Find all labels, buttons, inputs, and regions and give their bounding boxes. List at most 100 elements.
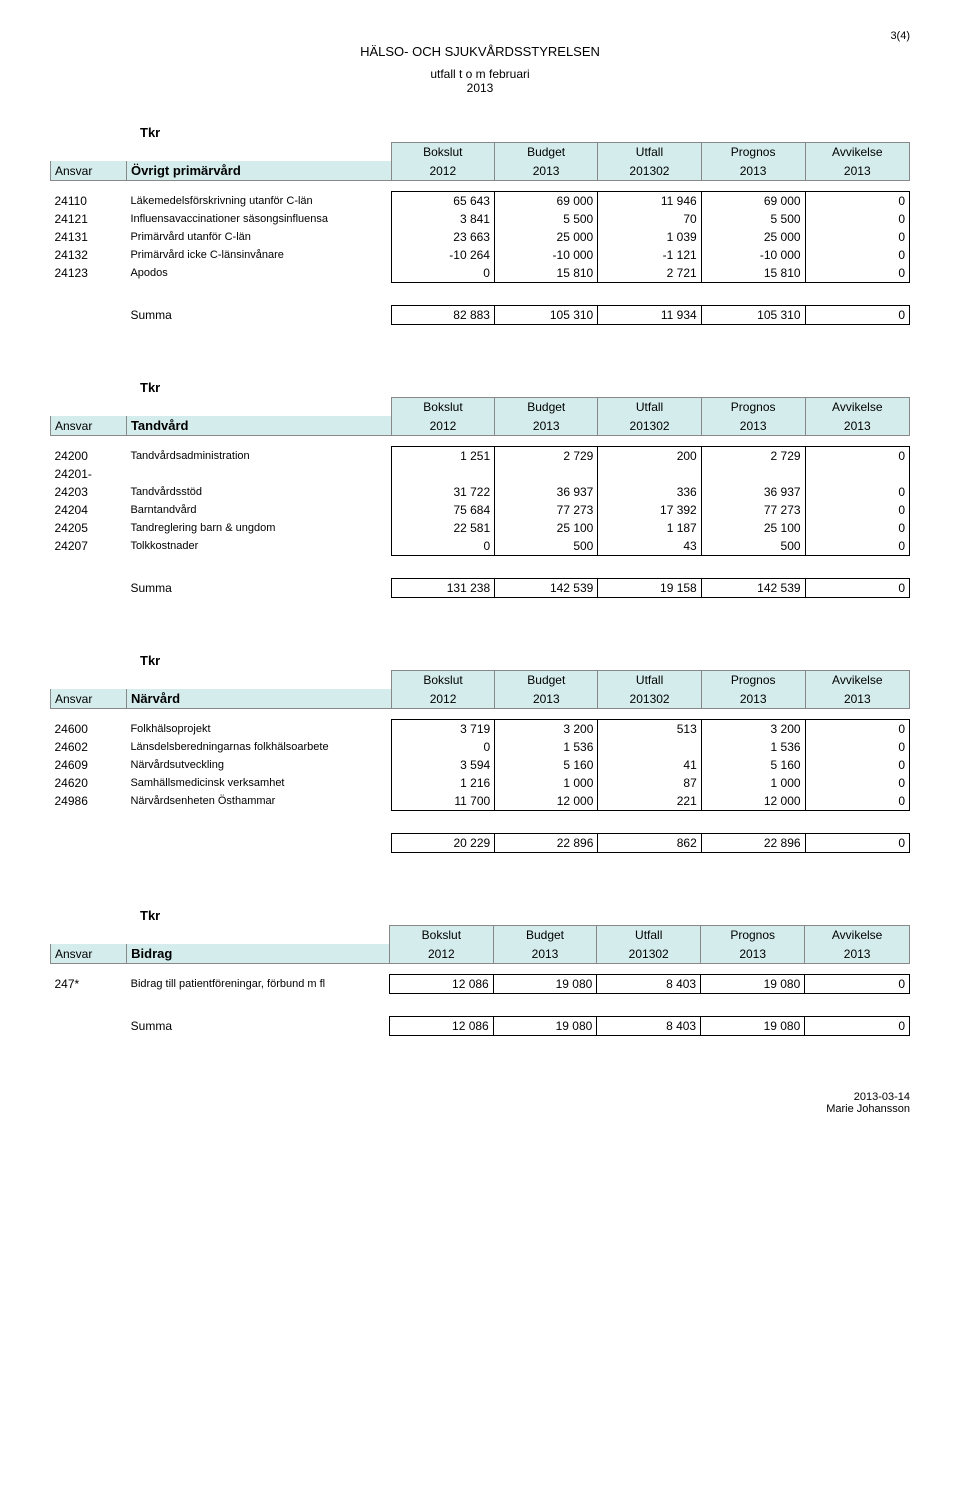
summa-value: 22 896 bbox=[495, 834, 598, 853]
row-value: 1 216 bbox=[391, 774, 494, 792]
row-value: 70 bbox=[598, 210, 701, 228]
row-value: 41 bbox=[598, 756, 701, 774]
org-title: HÄLSO- OCH SJUKVÅRDSSTYRELSEN bbox=[50, 44, 910, 59]
section-title: Tandvård bbox=[126, 416, 391, 436]
unit-label: Tkr bbox=[50, 380, 910, 395]
row-value: 0 bbox=[805, 537, 909, 556]
row-code: 24203 bbox=[51, 483, 127, 501]
row-code: 24602 bbox=[51, 738, 127, 756]
row-code: 24132 bbox=[51, 246, 127, 264]
col-utfall: Utfall bbox=[598, 398, 701, 417]
col-bokslut: Bokslut bbox=[390, 926, 494, 945]
row-value: 1 536 bbox=[701, 738, 805, 756]
col-year-2013: 2013 bbox=[495, 689, 598, 709]
report-table: BokslutBudgetUtfallPrognosAvvikelseAnsva… bbox=[50, 925, 910, 1036]
row-value: 0 bbox=[805, 975, 910, 994]
col-period-201302: 201302 bbox=[598, 161, 701, 181]
summa-label: Summa bbox=[126, 306, 391, 325]
col-avvikelse: Avvikelse bbox=[805, 926, 910, 945]
table-row: 24602Länsdelsberedningarnas folkhälsoarb… bbox=[51, 738, 910, 756]
col-year-2013c: 2013 bbox=[805, 161, 909, 181]
table-row: 24203Tandvårdsstöd31 72236 93733636 9370 bbox=[51, 483, 910, 501]
row-value: -10 000 bbox=[701, 246, 805, 264]
row-value: 12 000 bbox=[701, 792, 805, 811]
summa-value: 105 310 bbox=[494, 306, 597, 325]
col-year-2013b: 2013 bbox=[701, 944, 805, 964]
row-value: 36 937 bbox=[495, 483, 598, 501]
summa-label: Summa bbox=[127, 1017, 390, 1036]
row-code: 24131 bbox=[51, 228, 127, 246]
table-row: 24132Primärvård icke C-länsinvånare-10 2… bbox=[51, 246, 910, 264]
row-value: 0 bbox=[805, 228, 909, 246]
row-code: 247* bbox=[51, 975, 127, 994]
col-period-201302: 201302 bbox=[598, 689, 701, 709]
header-subtitle: utfall t o m februari 2013 bbox=[50, 67, 910, 95]
row-code: 24609 bbox=[51, 756, 127, 774]
summa-label bbox=[126, 834, 391, 853]
row-value: 25 100 bbox=[701, 519, 805, 537]
row-value: 336 bbox=[598, 483, 701, 501]
row-value: 0 bbox=[805, 264, 909, 283]
row-value: 75 684 bbox=[391, 501, 494, 519]
col-budget: Budget bbox=[495, 398, 598, 417]
col-prognos: Prognos bbox=[701, 143, 805, 162]
summa-value: 0 bbox=[805, 306, 909, 325]
row-value: 5 500 bbox=[494, 210, 597, 228]
row-value: 43 bbox=[598, 537, 701, 556]
col-period-201302: 201302 bbox=[597, 944, 701, 964]
row-desc: Primärvård utanför C-län bbox=[126, 228, 391, 246]
summa-value: 105 310 bbox=[701, 306, 805, 325]
row-value bbox=[598, 738, 701, 756]
row-code: 24205 bbox=[51, 519, 127, 537]
summa-value: 0 bbox=[805, 834, 909, 853]
col-year-2012: 2012 bbox=[391, 161, 494, 181]
row-desc: Tandvårdsstöd bbox=[126, 483, 391, 501]
row-value: 77 273 bbox=[701, 501, 805, 519]
row-value: 0 bbox=[805, 720, 909, 739]
row-value: 0 bbox=[805, 483, 909, 501]
section-title: Bidrag bbox=[127, 944, 390, 964]
col-year-2013c: 2013 bbox=[805, 689, 909, 709]
row-value: 0 bbox=[805, 738, 909, 756]
col-avvikelse: Avvikelse bbox=[805, 671, 909, 690]
col-year-2012: 2012 bbox=[391, 416, 494, 436]
sub-line2: 2013 bbox=[467, 81, 494, 95]
table-row: 24201- bbox=[51, 465, 910, 483]
col-utfall: Utfall bbox=[598, 143, 701, 162]
table-row: 24620Samhällsmedicinsk verksamhet1 2161 … bbox=[51, 774, 910, 792]
row-value: 0 bbox=[805, 501, 909, 519]
col-ansvar: Ansvar bbox=[51, 689, 127, 709]
row-value: 0 bbox=[391, 537, 494, 556]
row-desc: Tolkkostnader bbox=[126, 537, 391, 556]
row-desc: Folkhälsoprojekt bbox=[126, 720, 391, 739]
col-budget: Budget bbox=[493, 926, 597, 945]
row-value: 1 039 bbox=[598, 228, 701, 246]
row-value: 0 bbox=[805, 519, 909, 537]
summa-value: 11 934 bbox=[598, 306, 701, 325]
sub-line1: utfall t o m februari bbox=[430, 67, 529, 81]
row-value: 36 937 bbox=[701, 483, 805, 501]
summa-value: 131 238 bbox=[391, 579, 494, 598]
row-value: 200 bbox=[598, 447, 701, 466]
summa-row: Summa82 883105 31011 934105 3100 bbox=[51, 306, 910, 325]
row-value: 1 251 bbox=[391, 447, 494, 466]
table-row: 24110Läkemedelsförskrivning utanför C-lä… bbox=[51, 192, 910, 211]
row-code: 24600 bbox=[51, 720, 127, 739]
col-prognos: Prognos bbox=[701, 398, 805, 417]
row-code: 24207 bbox=[51, 537, 127, 556]
section: TkrBokslutBudgetUtfallPrognosAvvikelseAn… bbox=[50, 380, 910, 598]
row-value: -1 121 bbox=[598, 246, 701, 264]
summa-value: 19 158 bbox=[598, 579, 701, 598]
row-value: 0 bbox=[805, 756, 909, 774]
page-footer: 2013-03-14 Marie Johansson bbox=[50, 1091, 910, 1115]
row-value: 0 bbox=[805, 192, 909, 211]
row-value: 87 bbox=[598, 774, 701, 792]
sections-container: TkrBokslutBudgetUtfallPrognosAvvikelseAn… bbox=[50, 125, 910, 1036]
col-year-2012: 2012 bbox=[390, 944, 494, 964]
row-value: 17 392 bbox=[598, 501, 701, 519]
row-desc: Närvårdsutveckling bbox=[126, 756, 391, 774]
row-value: 3 594 bbox=[391, 756, 494, 774]
row-value: 221 bbox=[598, 792, 701, 811]
row-value: 25 000 bbox=[701, 228, 805, 246]
row-value: 1 536 bbox=[495, 738, 598, 756]
